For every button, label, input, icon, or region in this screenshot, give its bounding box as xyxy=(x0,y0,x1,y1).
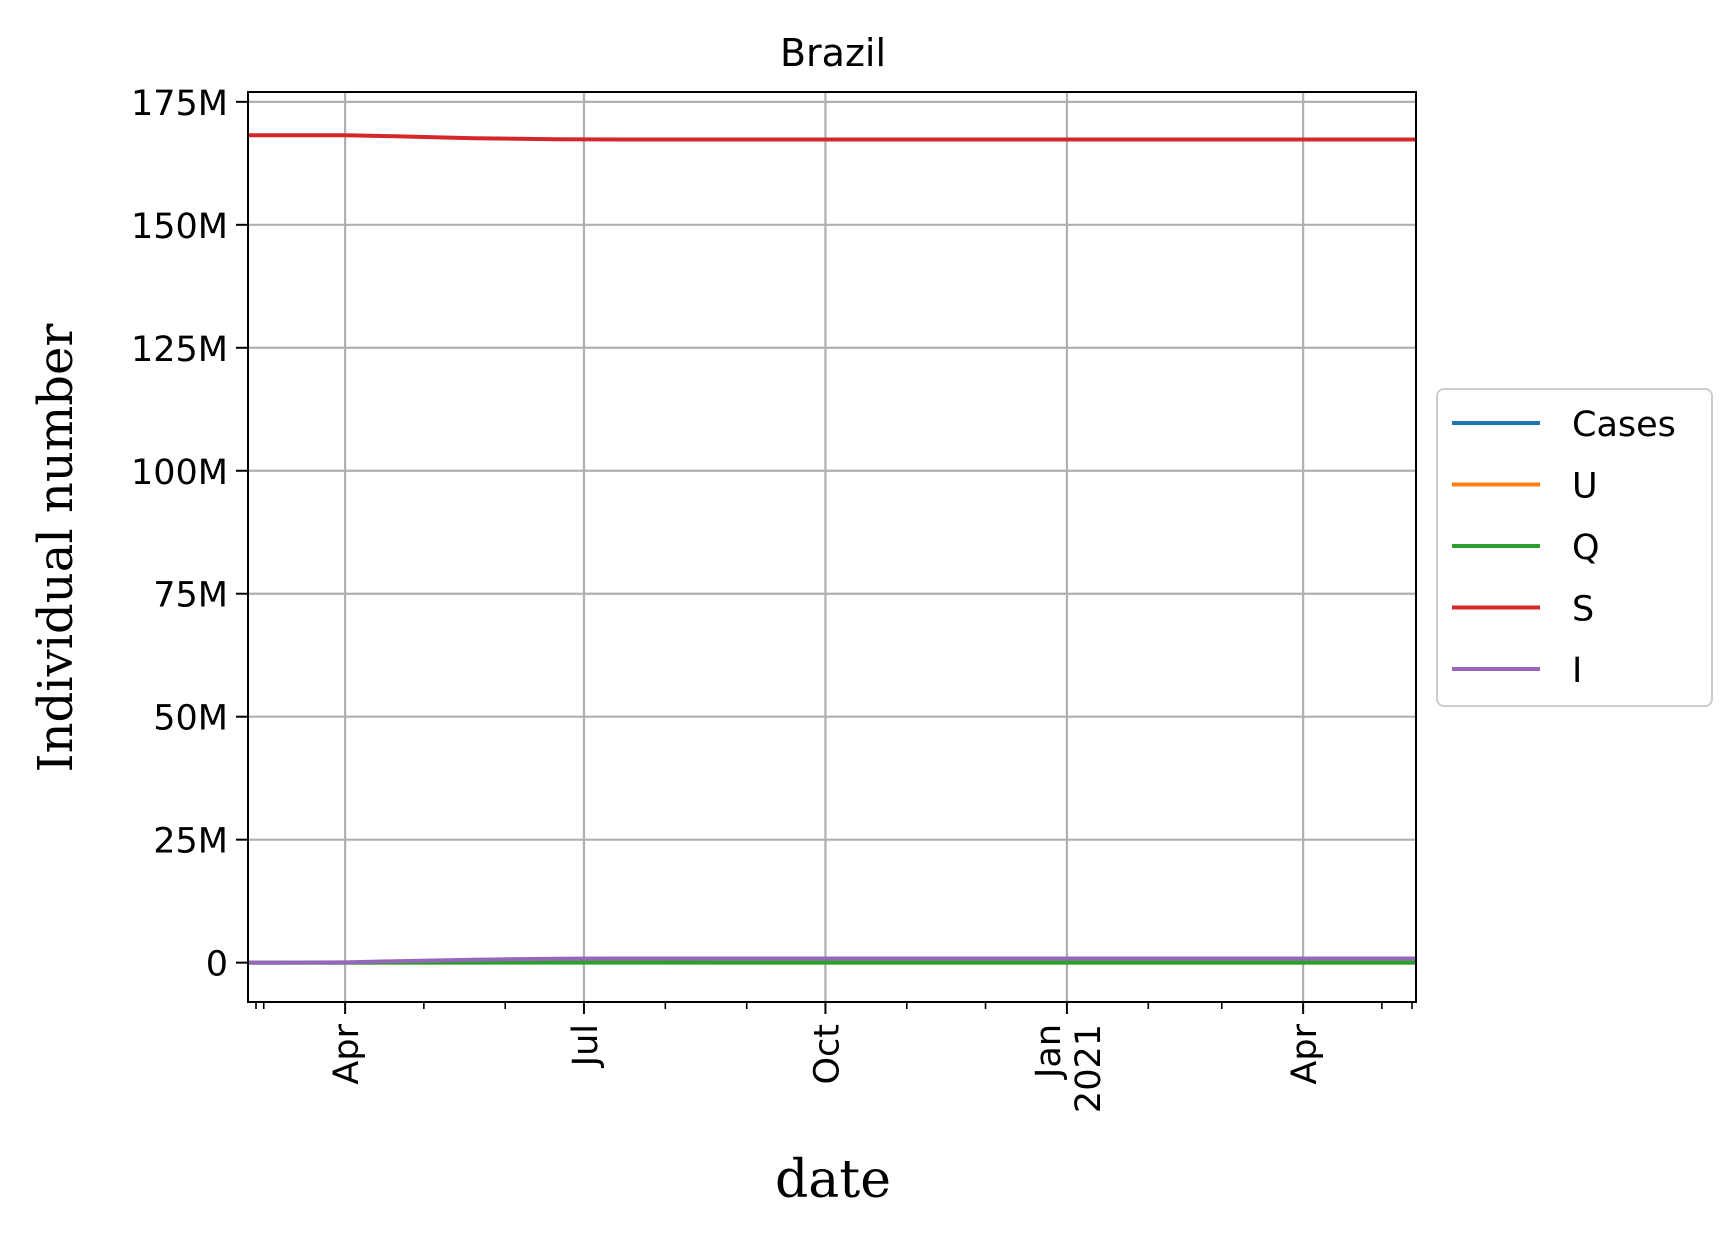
legend-item-s: S xyxy=(1452,590,1594,630)
grid xyxy=(248,92,1416,1002)
legend-item-i: I xyxy=(1452,651,1582,691)
y-tick-label: 150M xyxy=(131,207,228,247)
x-axis-label: date xyxy=(775,1150,891,1210)
legend-item-q: Q xyxy=(1452,528,1600,568)
x-tick-label: Oct xyxy=(807,1024,847,1085)
legend-item-cases: Cases xyxy=(1452,405,1676,445)
series-layer xyxy=(247,133,1416,965)
plot-frame xyxy=(247,91,1417,1003)
axis-ticks: 0 25M 50M 75M 100M 125M 150M 175M Apr Jul Oct Jan20… xyxy=(131,84,1413,1113)
legend-box xyxy=(1436,388,1713,707)
y-tick-label: 0 xyxy=(206,945,228,985)
x-tick-label: Apr xyxy=(1285,1023,1325,1084)
legend-label: I xyxy=(1572,651,1582,691)
x-tick-label: Jul xyxy=(566,1024,606,1068)
y-tick-label: 50M xyxy=(153,699,228,739)
y-tick-label: 100M xyxy=(131,453,228,493)
series-line-s xyxy=(248,133,1416,142)
legend-label: S xyxy=(1572,590,1594,630)
y-tick-label: 175M xyxy=(131,84,228,124)
legend-label: Q xyxy=(1572,528,1600,568)
x-tick-label: Jan2021 xyxy=(1029,1024,1109,1113)
y-tick-label: 125M xyxy=(131,330,228,370)
x-tick-label: Apr xyxy=(327,1023,367,1084)
legend-label: U xyxy=(1572,467,1598,507)
y-tick-label: 75M xyxy=(153,576,228,616)
chart-title: Brazil xyxy=(780,31,886,75)
y-tick-label: 25M xyxy=(153,822,228,862)
legend-label: Cases xyxy=(1572,405,1676,445)
series-line-i xyxy=(247,956,1416,965)
legend-item-u: U xyxy=(1452,467,1598,507)
y-axis-label: Individual number xyxy=(28,324,84,773)
